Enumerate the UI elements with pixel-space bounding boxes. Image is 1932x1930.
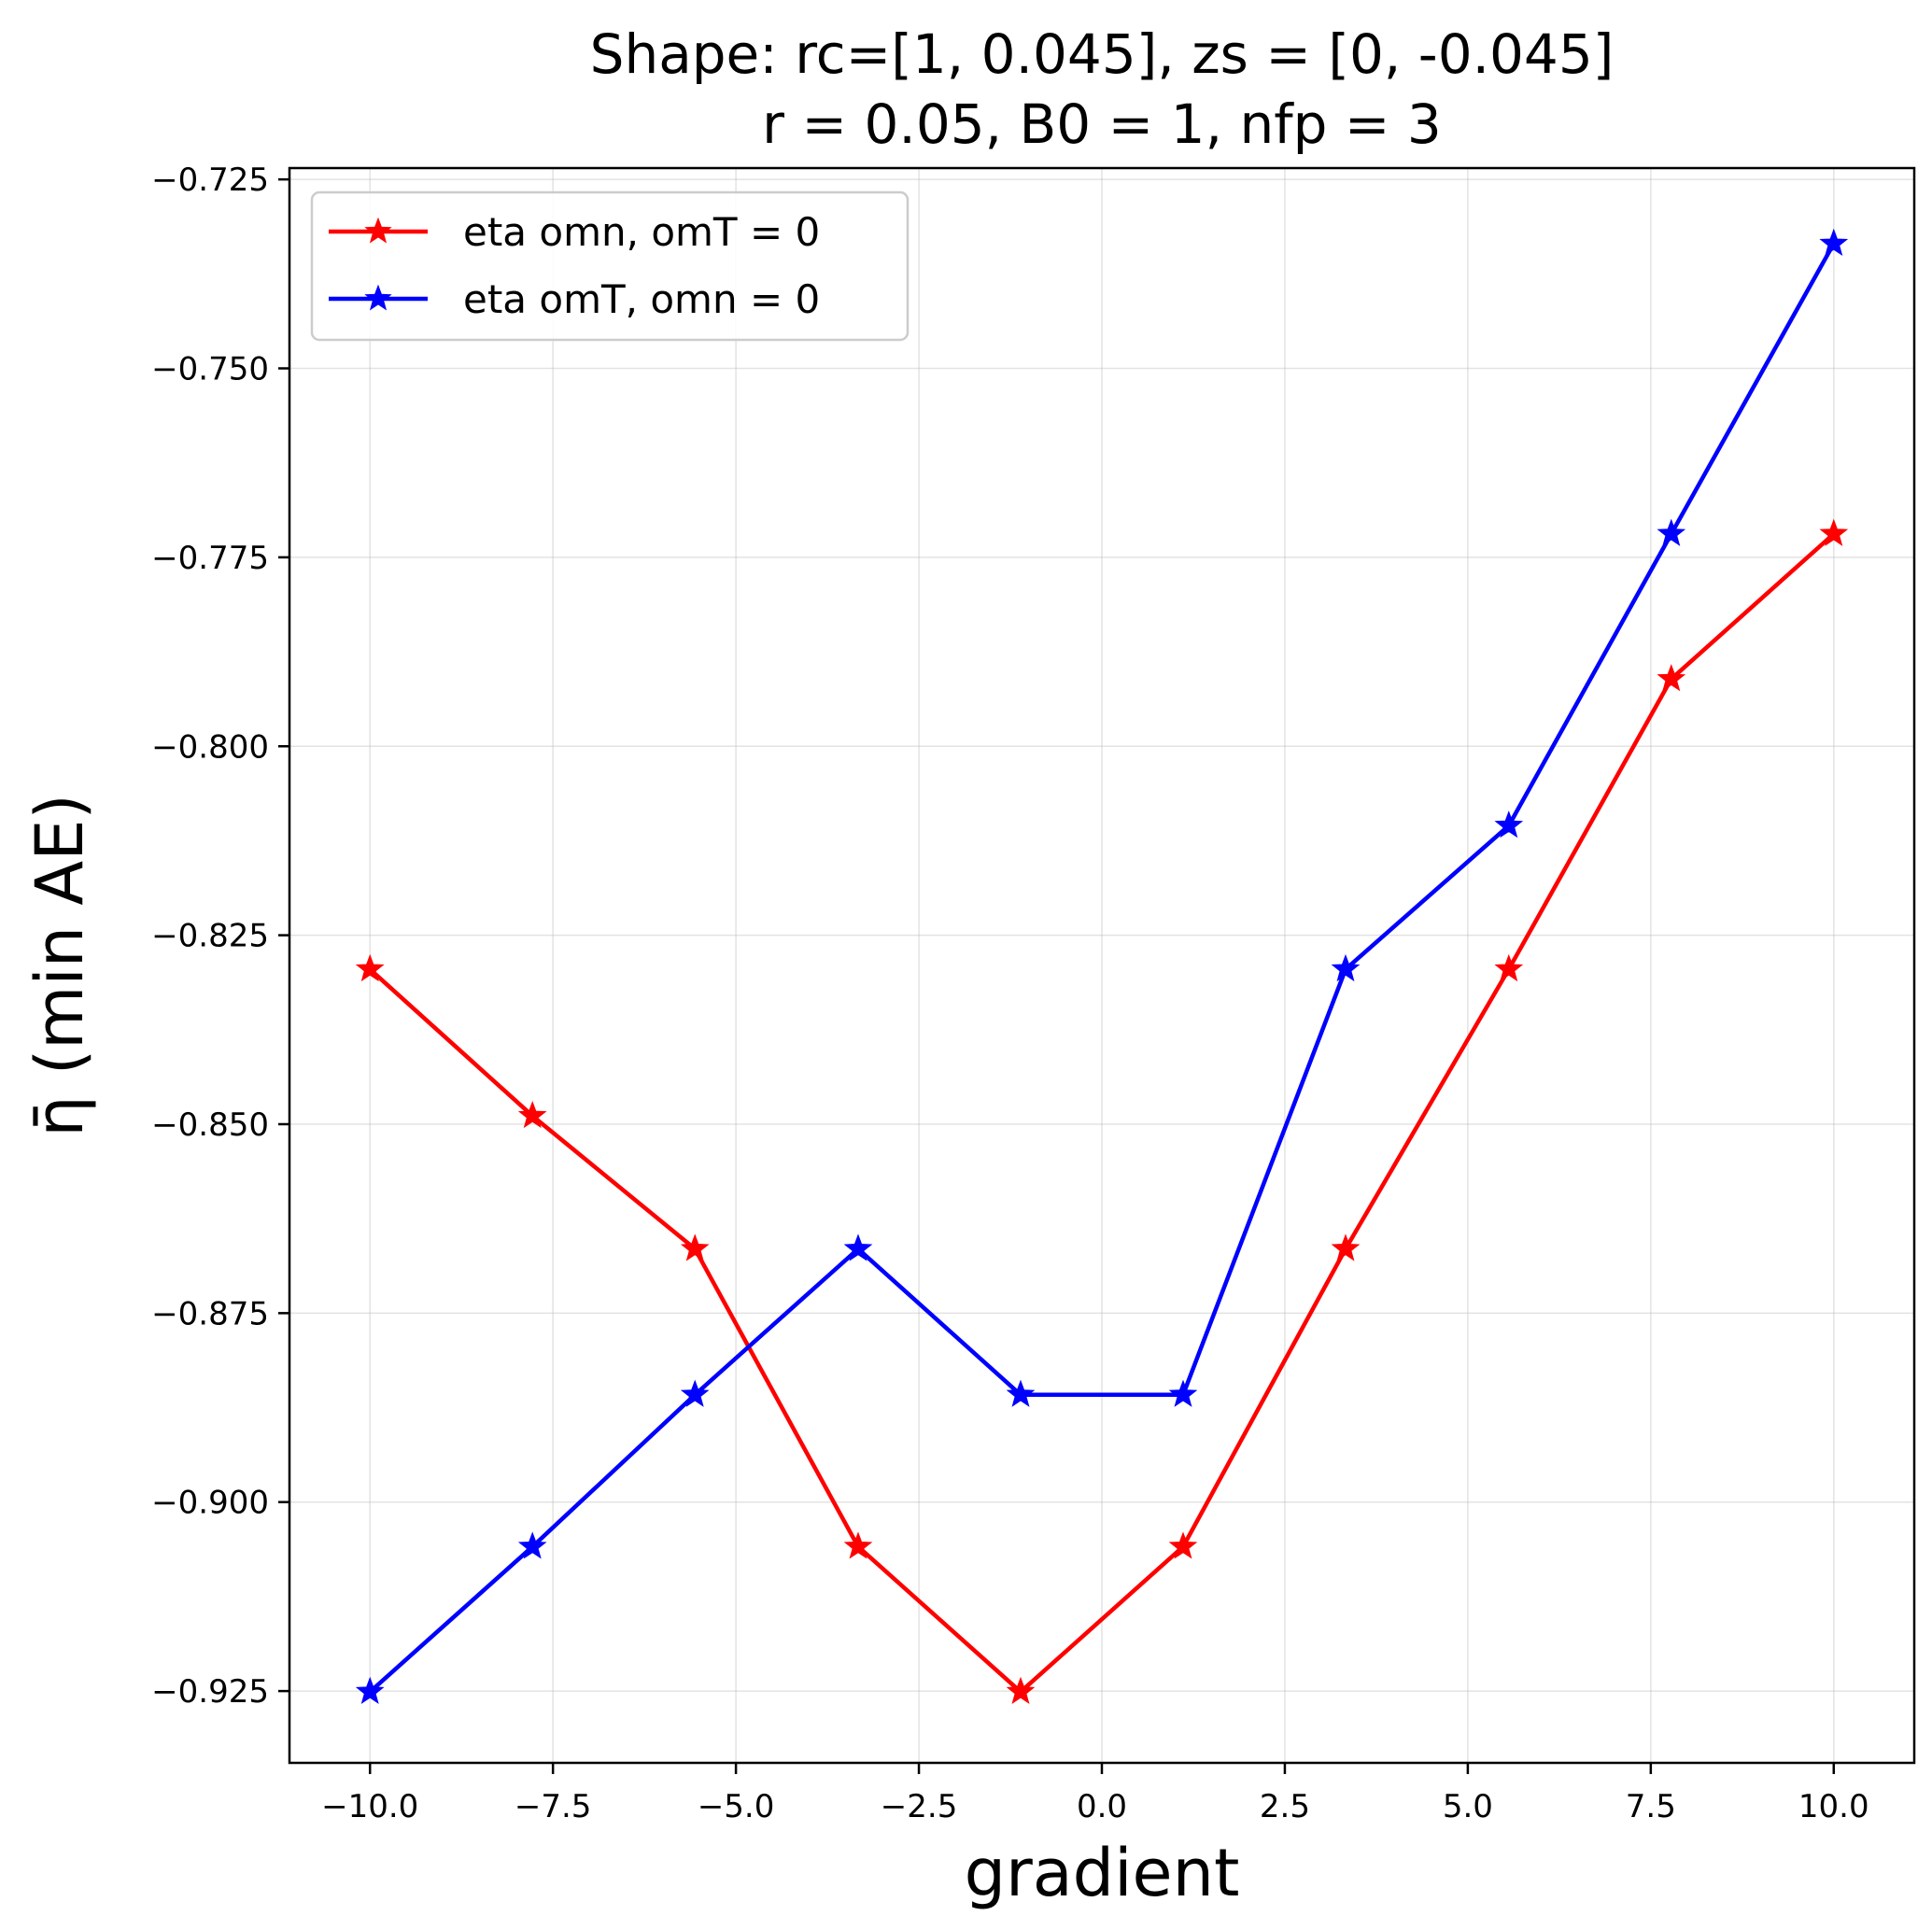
x-axis-label: gradient <box>965 1835 1240 1911</box>
data-point-marker <box>1331 1233 1361 1261</box>
x-tick-label: 10.0 <box>1798 1788 1869 1825</box>
x-tick-label: −10.0 <box>321 1788 418 1825</box>
legend-marker-eta-omn <box>364 217 392 244</box>
data-point-marker <box>355 953 385 982</box>
y-tick-label: −0.800 <box>151 728 269 766</box>
data-point-marker <box>680 1233 710 1261</box>
data-point-marker <box>1657 664 1686 692</box>
x-tick-label: 2.5 <box>1260 1788 1310 1825</box>
y-tick-label: −0.900 <box>151 1485 269 1522</box>
grid <box>289 168 1914 1763</box>
y-tick-label: −0.925 <box>151 1673 269 1711</box>
data-point-marker <box>1494 810 1524 838</box>
y-tick-label: −0.775 <box>151 540 269 577</box>
data-point-marker <box>1006 1676 1036 1704</box>
data-point-marker <box>1494 953 1524 982</box>
x-axis-ticks: −10.0 −7.5 −5.0 −2.5 0.0 2.5 5.0 7.5 10.0 <box>321 1763 1869 1825</box>
y-tick-label: −0.750 <box>151 351 269 388</box>
data-point-marker <box>1819 228 1849 257</box>
legend-label-eta-omT: eta omT, omn = 0 <box>463 276 820 322</box>
data-point-marker <box>355 1676 385 1704</box>
series-line-1 <box>368 242 1836 1694</box>
data-point-marker <box>1006 1379 1036 1407</box>
x-tick-label: −7.5 <box>515 1788 592 1825</box>
data-point-marker <box>1168 1531 1198 1559</box>
y-tick-label: −0.825 <box>151 918 269 955</box>
y-axis-ticks: −0.725 −0.750 −0.775 −0.800 −0.825 −0.850 −0.8… <box>151 162 289 1711</box>
data-point-marker <box>1331 953 1361 982</box>
data-point-marker <box>517 1100 547 1129</box>
x-tick-label: 5.0 <box>1443 1788 1493 1825</box>
legend-box <box>310 190 910 342</box>
data-point-marker <box>517 1531 547 1559</box>
x-tick-label: 7.5 <box>1626 1788 1676 1825</box>
series-layer <box>355 228 1849 1704</box>
legend: eta omn, omT = 0 eta omT, omn = 0 <box>310 190 910 342</box>
legend-marker-eta-omT <box>364 284 392 311</box>
data-point-marker <box>1657 518 1686 546</box>
series-line-0 <box>368 532 1836 1695</box>
y-tick-label: −0.725 <box>151 162 269 199</box>
chart-title-line-1: Shape: rc=[1, 0.045], zs = [0, -0.045] <box>590 22 1615 86</box>
x-tick-label: −5.0 <box>698 1788 775 1825</box>
data-point-marker <box>680 1379 710 1407</box>
y-tick-label: −0.875 <box>151 1295 269 1332</box>
chart-title-line-2: r = 0.05, B0 = 1, nfp = 3 <box>762 92 1442 156</box>
x-tick-label: 0.0 <box>1077 1788 1127 1825</box>
x-tick-label: −2.5 <box>881 1788 958 1825</box>
y-tick-label: −0.850 <box>151 1106 269 1144</box>
data-point-marker <box>843 1531 873 1559</box>
data-point-marker <box>843 1233 873 1261</box>
data-point-marker <box>1168 1379 1198 1407</box>
y-axis-label: η̄ (min AE) <box>21 794 98 1137</box>
legend-label-eta-omn: eta omn, omT = 0 <box>463 209 820 255</box>
data-point-marker <box>1819 518 1849 546</box>
